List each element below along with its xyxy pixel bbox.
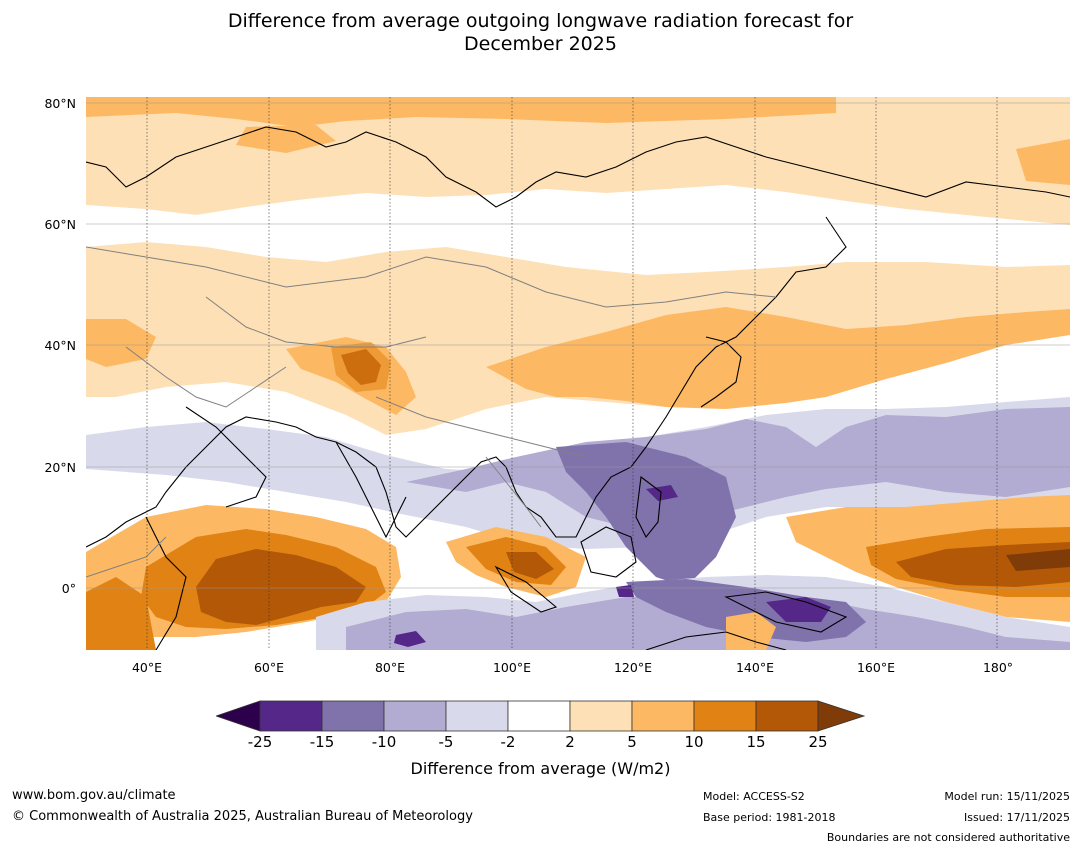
coast-new-guinea [724, 591, 848, 633]
colorbar-segment-5 [507, 700, 571, 732]
colorbar-tick: -5 [438, 733, 454, 751]
colorbar-label: Difference from average (W/m2) [410, 759, 671, 778]
lat-label-equator: 0° [61, 581, 76, 596]
region-philippines-core [646, 485, 678, 501]
region-china-japan-strong [486, 307, 1070, 409]
region-tibet-ring [331, 342, 391, 392]
coast-japan [700, 336, 742, 408]
coast-india [335, 441, 407, 539]
chart-title: Difference from average outgoing longwav… [0, 10, 1081, 56]
colorbar-tick: -15 [309, 733, 335, 751]
border-africa [86, 536, 167, 578]
colorbar-segment-2 [321, 700, 385, 732]
region-indian-south-core [394, 631, 426, 647]
coast-scandinavia-russia [86, 126, 1070, 208]
coast-australia [645, 631, 787, 650]
title-line-1: Difference from average outgoing longwav… [227, 10, 854, 32]
lat-label-80n: 80°N [44, 96, 76, 111]
region-pacific-darkest [1006, 549, 1070, 571]
longitude-gridlines [146, 97, 998, 650]
region-java-sea-core [616, 585, 634, 597]
lon-label-40e: 40°E [131, 660, 163, 675]
lat-label-60n: 60°N [44, 217, 76, 232]
border-middle-east [125, 346, 287, 408]
lon-label-120e: 120°E [613, 660, 652, 675]
border-russia-south [86, 246, 777, 308]
colorbar-tick: 10 [684, 733, 704, 751]
latitude-gridlines [86, 102, 1070, 589]
colorbar-tick: -10 [371, 733, 397, 751]
colorbar-segment-4 [445, 700, 509, 732]
colorbar-tick: 5 [627, 733, 637, 751]
colorbar-segment-1 [259, 700, 323, 732]
lon-label-180: 180° [982, 660, 1014, 675]
colorbar-tick: -2 [500, 733, 516, 751]
border-china-south [375, 396, 587, 458]
model-text: Model: ACCESS-S2 [703, 790, 805, 803]
lon-label-140e: 140°E [735, 660, 774, 675]
region-australia-positive [726, 612, 776, 650]
colorbar-segment-9 [755, 700, 819, 732]
border-indochina [485, 456, 542, 528]
coast-borneo [580, 526, 637, 578]
border-central-asia [205, 296, 427, 348]
lon-label-80e: 80°E [374, 660, 406, 675]
region-siberia-small [236, 125, 336, 153]
colorbar-tick: 15 [746, 733, 766, 751]
colorbar-segment-6 [569, 700, 633, 732]
region-arctic-positive [86, 97, 1070, 225]
website-link[interactable]: www.bom.gov.au/climate [12, 788, 176, 803]
coast-east-asia [86, 216, 847, 548]
colorbar-segment-7 [631, 700, 695, 732]
colorbar-tick: -25 [247, 733, 273, 751]
region-east-siberian-sea [1016, 139, 1070, 185]
region-africa-strong [86, 577, 156, 650]
colorbar-under-arrow [216, 700, 261, 732]
country-borders [86, 246, 777, 578]
region-black-sea-strong [86, 319, 156, 367]
region-southern-strong [626, 579, 866, 642]
lat-label-40n: 40°N [44, 338, 76, 353]
copyright-text: © Commonwealth of Australia 2025, Austra… [12, 809, 473, 824]
title-line-2: December 2025 [464, 33, 617, 55]
model-run-text: Model run: 15/11/2025 [944, 790, 1070, 803]
region-philippines-strong-negative [556, 442, 736, 587]
colorbar-tick: 25 [808, 733, 828, 751]
colorbar-segment-3 [383, 700, 447, 732]
colorbar [216, 700, 866, 732]
lon-label-100e: 100°E [492, 660, 531, 675]
region-maritime-core [506, 552, 554, 579]
anomaly-map [86, 97, 1070, 650]
disclaimer-text: Boundaries are not considered authoritat… [826, 831, 1070, 844]
region-new-guinea-core [766, 597, 831, 622]
lon-label-60e: 60°E [253, 660, 285, 675]
colorbar-over-arrow [817, 700, 866, 732]
colorbar-tick: 2 [565, 733, 575, 751]
coast-philippines [635, 475, 662, 539]
colorbar-segment-8 [693, 700, 757, 732]
region-arctic-strong [86, 97, 836, 127]
region-indian-ocean-core [196, 549, 366, 625]
lon-label-160e: 160°E [856, 660, 895, 675]
issued-text: Issued: 17/11/2025 [963, 811, 1070, 824]
lat-label-20n: 20°N [44, 460, 76, 475]
base-period-text: Base period: 1981-2018 [703, 811, 836, 824]
